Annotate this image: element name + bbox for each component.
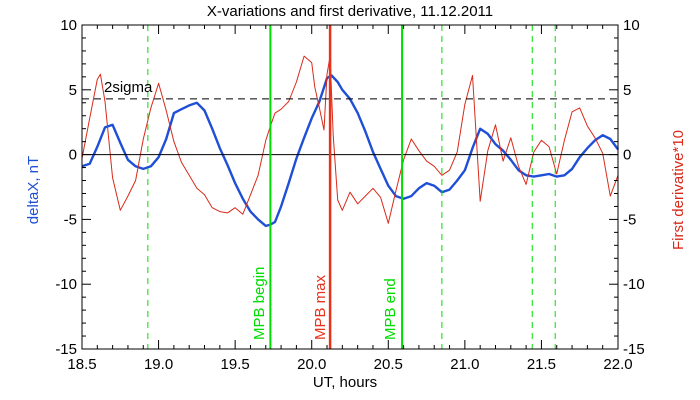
y-right-tick-label: 10 <box>623 17 640 34</box>
x-axis-label: UT, hours <box>313 374 377 391</box>
series-line-deltax <box>81 74 619 228</box>
x-tick-label: 20.5 <box>374 356 403 373</box>
y-left-tick-label: -15 <box>55 341 77 358</box>
threshold-label: 2sigma <box>104 79 153 96</box>
chart-title: X-variations and first derivative, 11.12… <box>207 3 493 20</box>
y-right-tick-label: -5 <box>623 211 636 228</box>
y-right-tick-label: 5 <box>623 82 631 99</box>
plot-frame <box>81 24 619 350</box>
x-tick-label: 19.5 <box>221 356 250 373</box>
mpb-end-label: MPB end <box>382 278 399 340</box>
y-right-tick-label: -10 <box>623 276 645 293</box>
x-tick-label: 21.0 <box>450 356 479 373</box>
y-axis-label-right: First derivative*10 <box>670 130 687 250</box>
y-left-tick-label: -5 <box>64 211 77 228</box>
x-tick-label: 18.5 <box>67 356 96 373</box>
x-tick-label: 20.0 <box>297 356 326 373</box>
x-tick-label: 22.0 <box>603 356 632 373</box>
y-left-tick-label: 10 <box>60 17 77 34</box>
reference-lines-layer <box>82 25 618 349</box>
y-left-tick-label: -10 <box>55 276 77 293</box>
y-right-tick-label: -15 <box>623 341 645 358</box>
plot-border <box>81 24 619 350</box>
y-left-tick-label: 0 <box>69 147 77 164</box>
series-line-derivative <box>81 55 619 224</box>
x-tick-label: 21.5 <box>527 356 556 373</box>
mpb-begin-label: MPB begin <box>251 267 268 340</box>
y-axis-label-left: deltaX, nT <box>25 156 42 224</box>
y-right-tick-label: 0 <box>623 147 631 164</box>
x-tick-label: 19.0 <box>144 356 173 373</box>
series-layer <box>81 55 619 228</box>
mpb-max-label: MPB max <box>312 274 329 340</box>
y-left-tick-label: 5 <box>69 82 77 99</box>
axis-ticks-layer: 18.5 19.0 19.5 20.0 20.5 21.0 21.5 22.0-15 -15-1… <box>55 17 644 373</box>
